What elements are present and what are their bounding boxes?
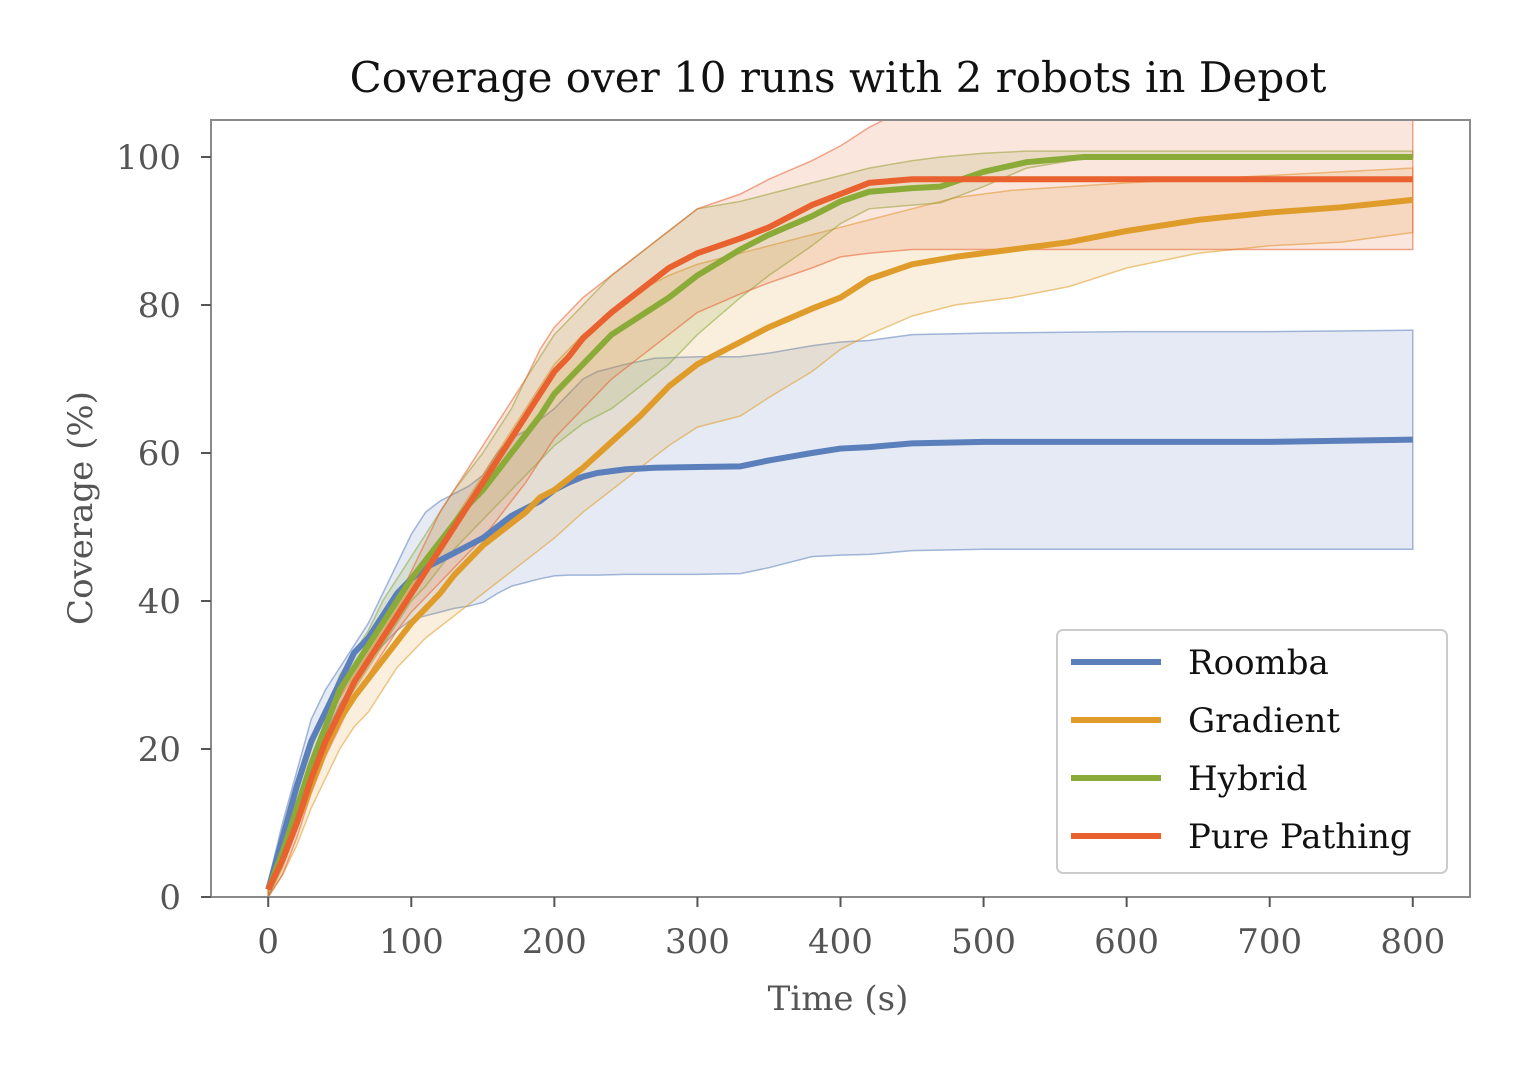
pure-pathing-band bbox=[267, 120, 1414, 897]
y-axis: 0 20 40 60 80 100 bbox=[116, 138, 211, 918]
legend-label-roomba: Roomba bbox=[1188, 643, 1329, 683]
hybrid-line bbox=[265, 154, 1413, 891]
legend-label-pure-pathing: Pure Pathing bbox=[1188, 817, 1412, 857]
x-tick-label: 800 bbox=[1380, 922, 1445, 962]
y-tick-label: 0 bbox=[159, 878, 181, 918]
legend-label-hybrid: Hybrid bbox=[1188, 759, 1308, 799]
y-tick-label: 80 bbox=[138, 286, 181, 326]
y-axis-label: Coverage (%) bbox=[61, 391, 101, 625]
chart-title: Coverage over 10 runs with 2 robots in D… bbox=[350, 53, 1327, 102]
y-tick-label: 100 bbox=[116, 138, 181, 178]
x-axis-label: Time (s) bbox=[768, 979, 909, 1019]
y-tick-label: 20 bbox=[138, 730, 181, 770]
pure-pathing-line bbox=[265, 176, 1413, 891]
x-tick-label: 500 bbox=[951, 922, 1016, 962]
y-tick-label: 40 bbox=[138, 582, 181, 622]
x-tick-label: 600 bbox=[1094, 922, 1159, 962]
x-tick-label: 200 bbox=[522, 922, 587, 962]
legend-label-gradient: Gradient bbox=[1188, 701, 1340, 741]
gradient-line bbox=[265, 196, 1414, 891]
roomba-band bbox=[267, 329, 1414, 897]
legend: Roomba Gradient Hybrid Pure Pathing bbox=[1056, 629, 1448, 874]
x-tick-label: 700 bbox=[1237, 922, 1302, 962]
series-lines bbox=[265, 154, 1414, 891]
y-tick-label: 60 bbox=[138, 434, 181, 474]
x-tick-label: 400 bbox=[808, 922, 873, 962]
x-axis: 0 100 200 300 400 500 600 700 800 bbox=[257, 897, 1445, 962]
x-tick-label: 300 bbox=[665, 922, 730, 962]
x-tick-label: 0 bbox=[257, 922, 279, 962]
legend-box bbox=[1056, 629, 1448, 874]
x-tick-label: 100 bbox=[379, 922, 444, 962]
